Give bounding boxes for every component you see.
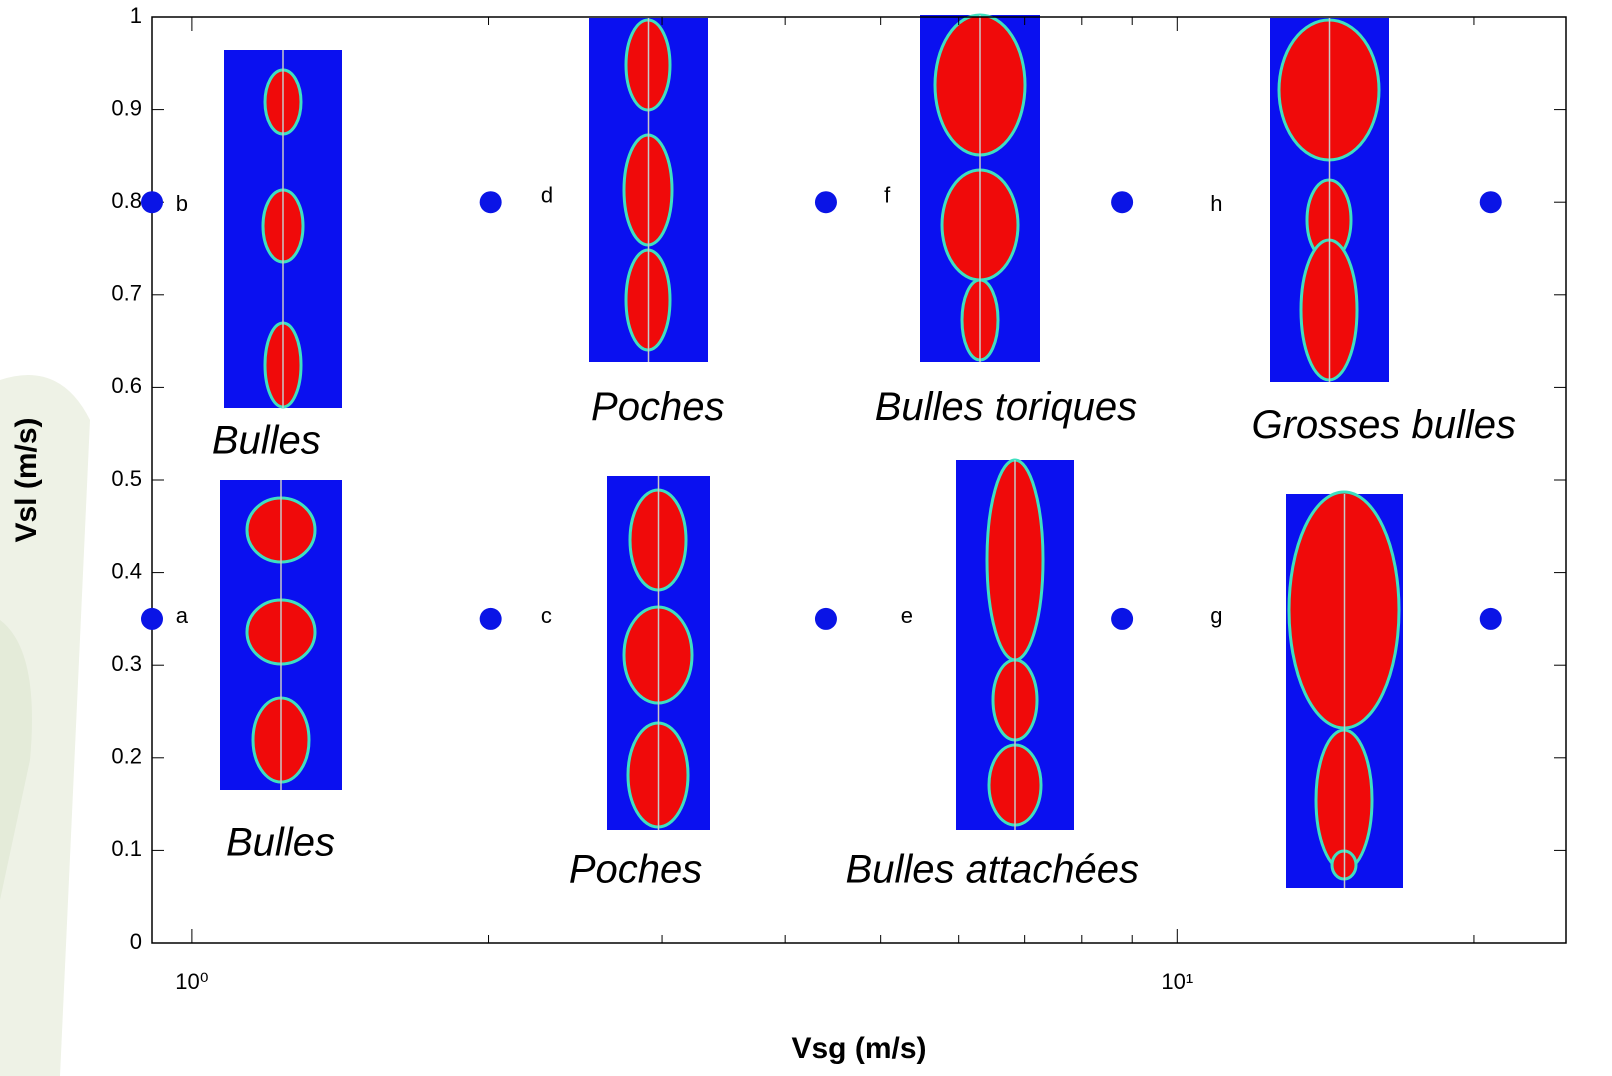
point-label: e bbox=[901, 603, 913, 628]
x-tick-label: 10¹ bbox=[1161, 969, 1193, 994]
y-tick-label: 0.2 bbox=[111, 744, 142, 769]
simulation-image bbox=[956, 460, 1074, 830]
y-tick-label: 0.8 bbox=[111, 188, 142, 213]
data-point bbox=[1111, 608, 1133, 630]
y-tick-label: 0.5 bbox=[111, 466, 142, 491]
simulation-image bbox=[220, 480, 342, 790]
simulation-images bbox=[220, 15, 1403, 888]
y-tick-label: 0.9 bbox=[111, 95, 142, 120]
chart: Vsg (m/s) Vsl (m/s) 0 0.1 0.2 0.3 0.4 0.5 0.6 0… bbox=[0, 0, 1612, 1076]
data-point bbox=[480, 608, 502, 630]
simulation-image bbox=[607, 476, 710, 830]
x-tick-label: 10⁰ bbox=[175, 969, 208, 994]
y-tick-label: 0.6 bbox=[111, 373, 142, 398]
regime-caption: Bulles toriques bbox=[875, 385, 1137, 429]
simulation-image bbox=[224, 50, 342, 408]
page: Vsg (m/s) Vsl (m/s) 0 0.1 0.2 0.3 0.4 0.5 0.6 0… bbox=[0, 0, 1612, 1076]
point-label: a bbox=[176, 603, 189, 628]
point-label: h bbox=[1210, 191, 1222, 216]
data-point bbox=[815, 191, 837, 213]
x-axis-label: Vsg (m/s) bbox=[791, 1032, 926, 1065]
data-point bbox=[141, 608, 163, 630]
y-tick-label: 0.3 bbox=[111, 651, 142, 676]
simulation-image bbox=[920, 15, 1040, 362]
regime-caption: Bulles bbox=[212, 419, 321, 463]
regime-caption: Bulles bbox=[226, 820, 335, 864]
regime-caption: Bulles attachées bbox=[846, 847, 1140, 891]
regime-caption: Poches bbox=[591, 385, 724, 429]
simulation-image bbox=[1286, 492, 1403, 888]
y-axis-label: Vsl (m/s) bbox=[10, 417, 43, 542]
simulation-image bbox=[1270, 18, 1389, 382]
data-point bbox=[1111, 191, 1133, 213]
point-label: g bbox=[1210, 603, 1222, 628]
data-point bbox=[141, 191, 163, 213]
data-point bbox=[815, 608, 837, 630]
data-point bbox=[480, 191, 502, 213]
point-label: c bbox=[541, 603, 552, 628]
y-tick-label: 0.7 bbox=[111, 281, 142, 306]
point-label: b bbox=[176, 191, 188, 216]
regime-caption: Poches bbox=[569, 847, 702, 891]
y-tick-label: 0.4 bbox=[111, 558, 142, 583]
regime-caption: Grosses bulles bbox=[1251, 403, 1516, 447]
y-tick-label: 1 bbox=[130, 3, 142, 28]
point-label: d bbox=[541, 182, 553, 207]
point-label: f bbox=[884, 182, 891, 207]
simulation-image bbox=[589, 18, 708, 362]
data-point bbox=[1480, 191, 1502, 213]
y-tick-label: 0 bbox=[130, 929, 142, 954]
data-point bbox=[1480, 608, 1502, 630]
y-tick-label: 0.1 bbox=[111, 836, 142, 861]
